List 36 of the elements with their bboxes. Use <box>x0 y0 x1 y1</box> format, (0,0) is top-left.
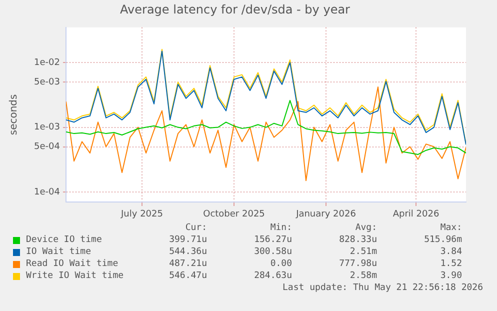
legend-label: Write IO Wait time <box>26 270 124 282</box>
text: 156.27u <box>254 234 292 246</box>
y-tick-label: 5e-04 <box>34 142 60 152</box>
text: Cur: <box>185 222 207 234</box>
text: 546.47u <box>169 270 207 282</box>
x-tick-label: April 2026 <box>392 210 440 220</box>
text: 3.84 <box>440 246 462 258</box>
legend-label: IO Wait time <box>26 246 92 258</box>
text: Min: <box>270 222 292 234</box>
text: 544.36u <box>169 246 207 258</box>
text: 487.21u <box>169 258 207 270</box>
chart-title: Average latency for /dev/sda - by year <box>120 2 350 16</box>
y-tick-label: 5e-03 <box>34 77 60 88</box>
x-tick-label: October 2025 <box>203 210 265 220</box>
y-tick-label: 1e-04 <box>34 187 60 198</box>
text: Avg: <box>355 222 377 234</box>
legend-label: Read IO Wait time <box>26 258 118 270</box>
y-tick-label: 1e-02 <box>34 58 60 68</box>
text: Max: <box>440 222 462 234</box>
text: Last update: Thu May 21 22:56:18 2026 <box>282 282 483 294</box>
text: 2.58m <box>350 270 377 282</box>
text: 399.71u <box>169 234 207 246</box>
text: 515.96m <box>424 234 462 246</box>
legend-label: Device IO time <box>26 234 102 246</box>
y-tick-label: 1e-03 <box>34 122 60 133</box>
x-tick-label: January 2026 <box>295 210 356 220</box>
y-axis-title: seconds <box>8 94 20 136</box>
x-tick-label: July 2025 <box>120 210 163 220</box>
text: 0.00 <box>270 258 292 270</box>
text: 1.52 <box>440 258 462 270</box>
text: 777.98u <box>339 258 377 270</box>
text: 3.90 <box>440 270 462 282</box>
text: 2.51m <box>350 246 377 258</box>
text: 284.63u <box>254 270 292 282</box>
text: 300.58u <box>254 246 292 258</box>
text: 828.33u <box>339 234 377 246</box>
